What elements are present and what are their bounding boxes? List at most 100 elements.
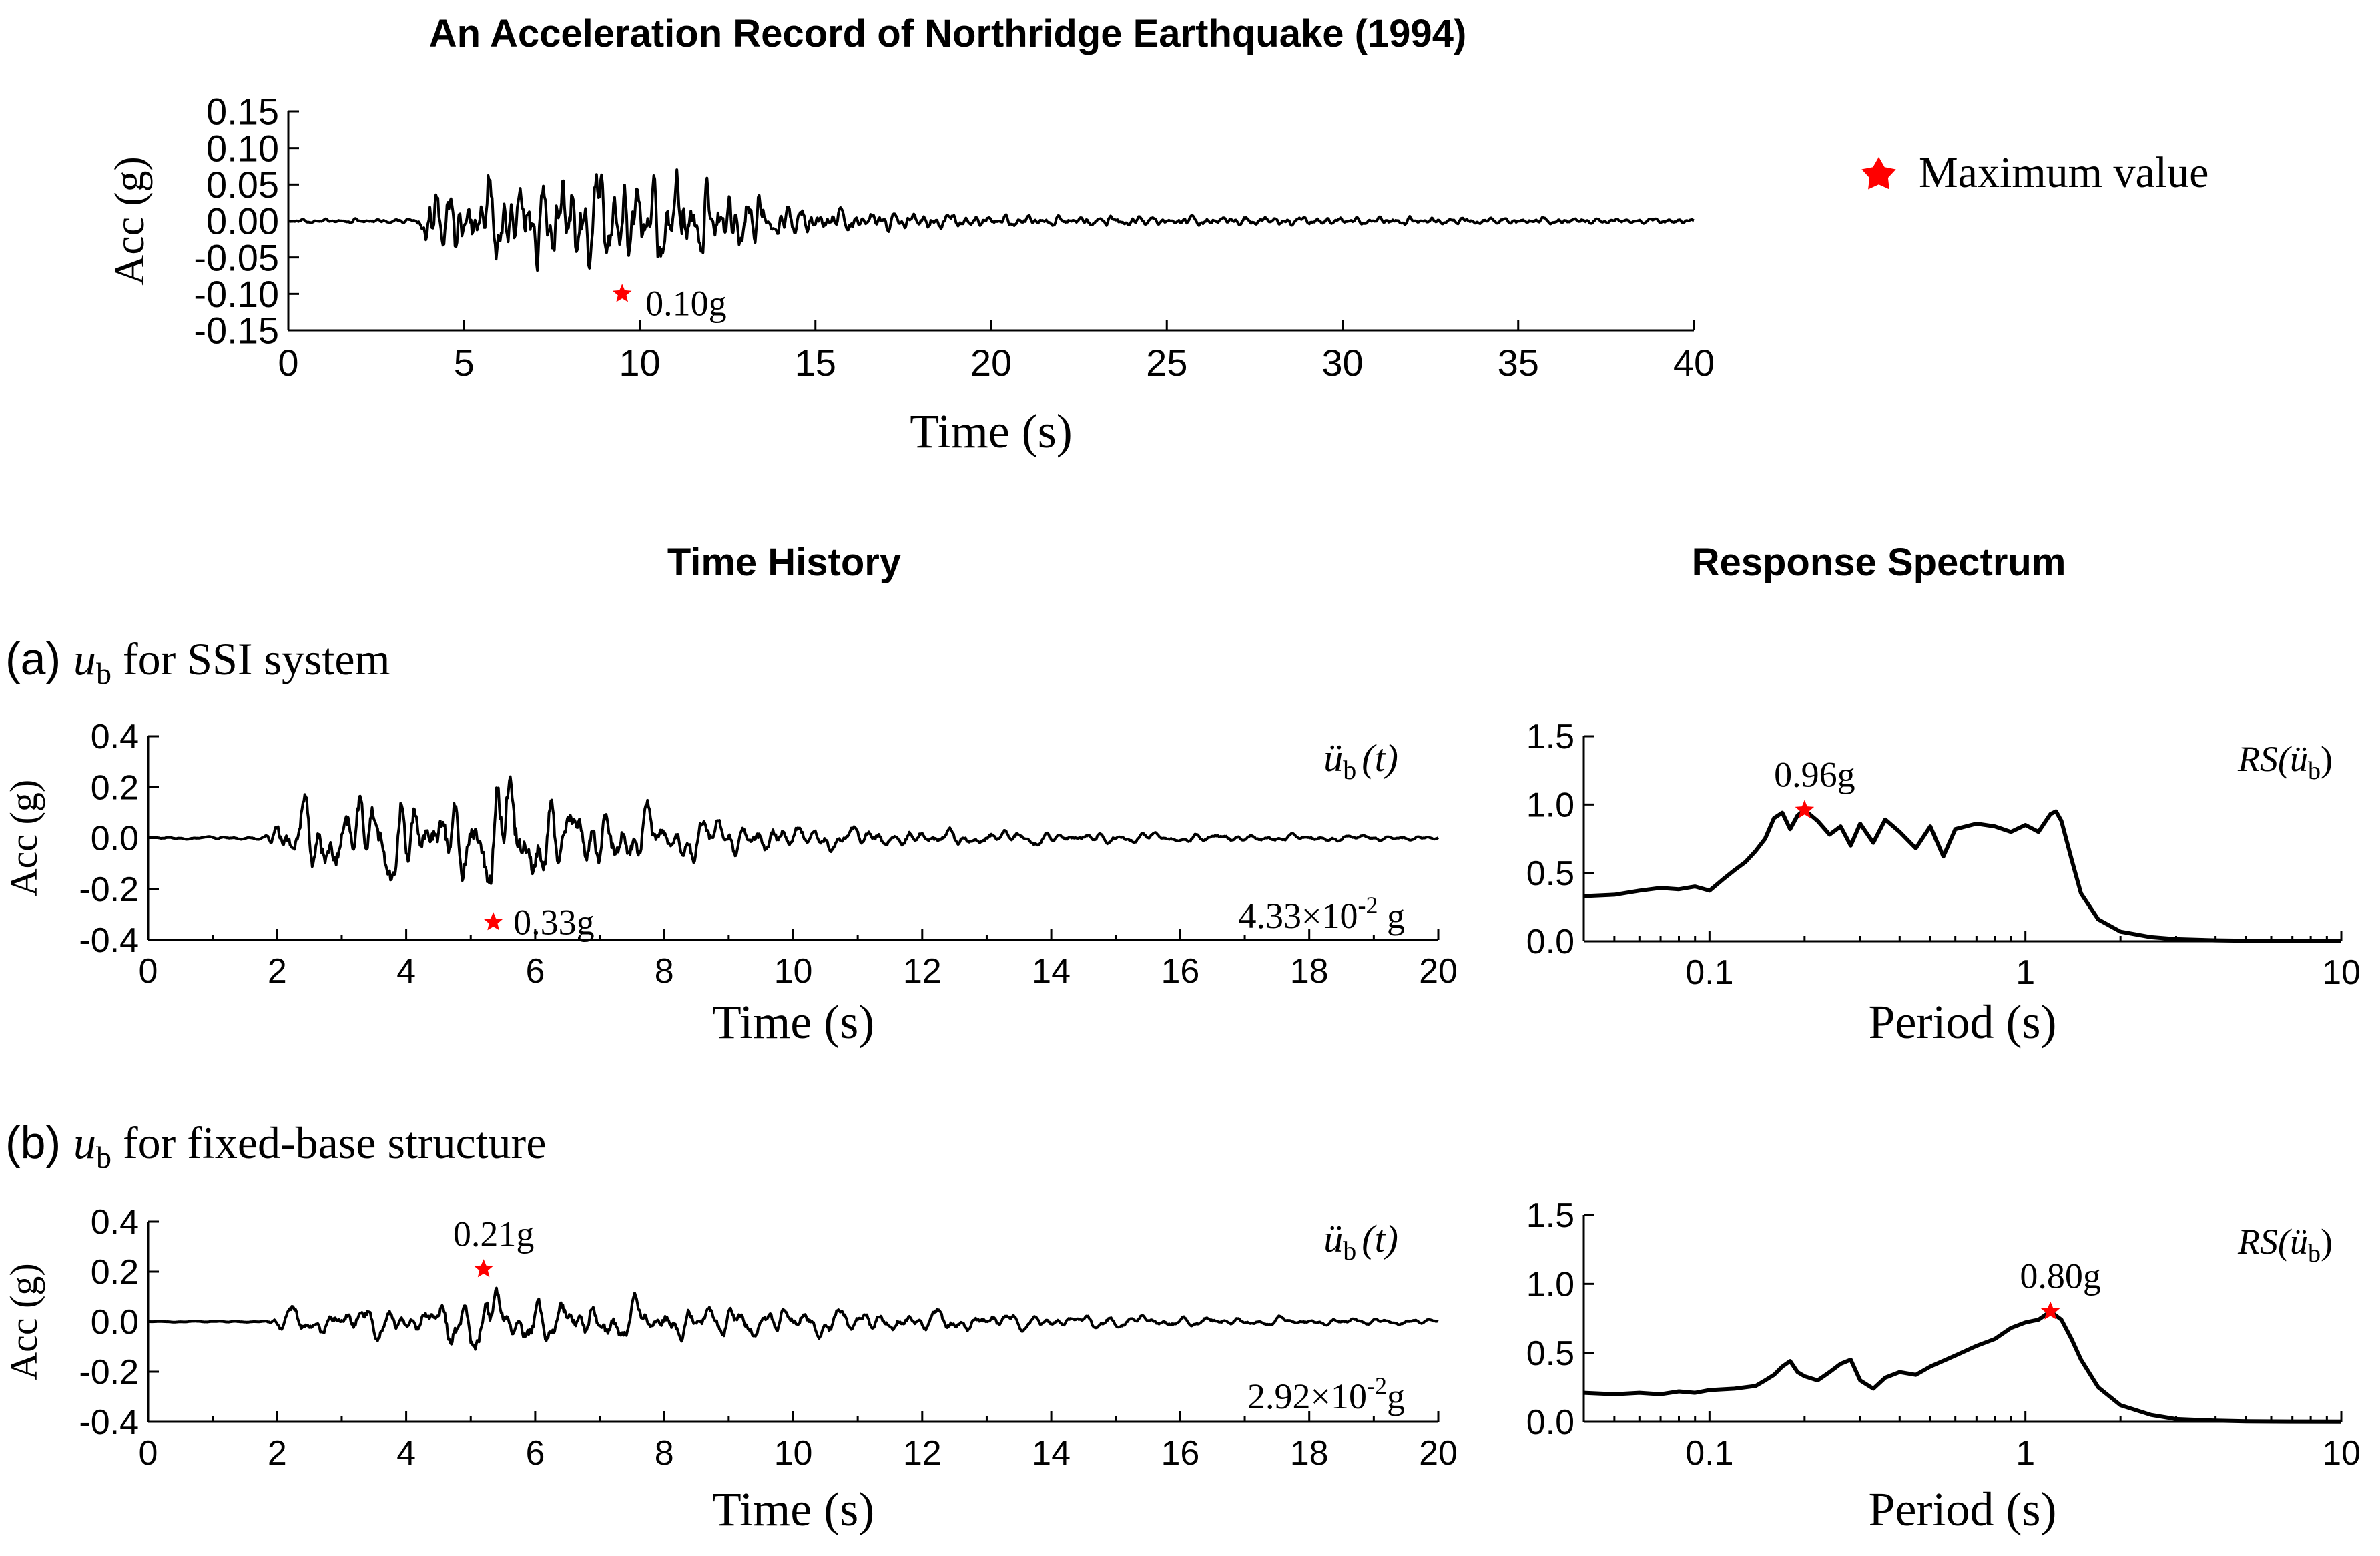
a-time-rms-label: 4.33×10-2 g — [1239, 892, 1405, 936]
top-xtick-label: 25 — [1146, 342, 1187, 384]
b_time-xtick-label: 8 — [655, 1434, 674, 1473]
a_time-x-axis-label: Time (s) — [712, 995, 874, 1049]
top-ytick-label: 0.05 — [206, 164, 279, 206]
b_time-xtick-label: 14 — [1032, 1434, 1071, 1473]
a_time-max-point-star — [483, 912, 503, 931]
b-time-rms-label: 2.92×10-2g — [1247, 1372, 1405, 1416]
top-series-line — [287, 168, 1695, 272]
a_time-xtick-label: 16 — [1161, 952, 1199, 991]
a-spec-series-label: RS(üb) — [2237, 739, 2333, 785]
a_time-ytick-label: -0.4 — [79, 921, 139, 960]
b_time-xtick-label: 18 — [1290, 1434, 1329, 1473]
top-xtick-label: 15 — [795, 342, 836, 384]
a_time-xtick-label: 0 — [139, 952, 158, 991]
top-max-point-star — [612, 284, 632, 302]
b_time-xtick-label: 6 — [525, 1434, 545, 1473]
b_spec-max-point-star — [2040, 1301, 2060, 1320]
b_time-xtick-label: 16 — [1161, 1434, 1199, 1473]
b_spec-max-point-label: 0.80g — [2020, 1256, 2101, 1296]
b_spec-x-axis-label: Period (s) — [1869, 1483, 2057, 1536]
a_time-ytick-label: 0.2 — [91, 768, 139, 807]
b_spec-xtick-label: 0.1 — [1685, 1434, 1733, 1473]
b_spec-xtick-label: 1 — [2016, 1434, 2035, 1473]
a_spec-max-point-label: 0.96g — [1774, 755, 1855, 795]
b_spec-ytick-label: 1.5 — [1526, 1196, 1574, 1235]
b-time-series-label: üb (t) — [1323, 1217, 1398, 1266]
b_time-x-axis-label: Time (s) — [712, 1483, 874, 1536]
a_time-xtick-label: 8 — [655, 952, 674, 991]
b_time-ytick-label: -0.4 — [79, 1403, 139, 1442]
row-label-a: (a) ub for SSI system — [5, 633, 390, 690]
a_time-xtick-label: 6 — [525, 952, 545, 991]
a_time-y-axis-label: Acc (g) — [2, 780, 45, 897]
b-spec-series-label: RS(üb) — [2237, 1222, 2333, 1268]
a-time-series-label: üb (t) — [1323, 736, 1398, 785]
chart-b-response-spectrum: RS(üb) 0.1 1 10 1.5 1.0 0.5 0.0 Period (s) 0.80g — [1526, 1196, 2361, 1536]
legend-label: Maximum value — [1919, 148, 2208, 197]
a_spec-series-line — [1583, 808, 2342, 943]
b_spec-series-line — [1583, 1309, 2342, 1424]
top-xtick-label: 40 — [1673, 342, 1715, 384]
b_time-ytick-label: -0.2 — [79, 1353, 139, 1392]
a_time-xtick-label: 14 — [1032, 952, 1071, 991]
a_time-xtick-label: 12 — [903, 952, 942, 991]
b_time-ytick-label: 0.2 — [91, 1253, 139, 1292]
chart-a-response-spectrum: RS(üb) 0.1 1 10 1.5 1.0 0.5 0.0 Period (s) 0.96g — [1526, 718, 2361, 1049]
b_time-xtick-label: 12 — [903, 1434, 942, 1473]
b_time-series-line — [147, 1286, 1439, 1351]
b_time-xtick-label: 4 — [396, 1434, 416, 1473]
a_time-ytick-label: 0.0 — [91, 820, 139, 858]
a_time-ytick-label: 0.4 — [91, 718, 139, 756]
a_spec-max-point-star — [1795, 800, 1815, 818]
a_spec-xtick-label: 1 — [2016, 953, 2035, 992]
legend: Maximum value — [1861, 148, 2208, 197]
a_time-xtick-label: 10 — [774, 952, 813, 991]
b_time-xtick-label: 0 — [139, 1434, 158, 1473]
top-ytick-label: -0.05 — [194, 236, 279, 278]
main-title: An Acceleration Record of Northridge Ear… — [429, 12, 1467, 55]
top-ytick-label: 0.10 — [206, 127, 279, 169]
b_spec-ytick-label: 0.5 — [1526, 1334, 1574, 1373]
a_time-xtick-label: 20 — [1419, 952, 1458, 991]
top-xtick-label: 0 — [278, 342, 298, 384]
legend-star-icon — [1861, 157, 1896, 190]
top-ytick-label: -0.15 — [194, 310, 279, 352]
b_time-xtick-label: 2 — [268, 1434, 287, 1473]
top-ytick-label: 0.15 — [206, 91, 279, 133]
a_time-xtick-label: 4 — [396, 952, 416, 991]
top-y-axis-label: Acc (g) — [105, 156, 153, 286]
b_time-ytick-label: 0.0 — [91, 1303, 139, 1342]
b_time-max-point-star — [474, 1259, 493, 1278]
b_spec-xtick-label: 10 — [2322, 1434, 2361, 1473]
chart-top-acceleration-record: 0 5 10 15 20 25 30 35 400.150.100.050.00-0.05-0.… — [105, 91, 1715, 458]
top-xtick-label: 30 — [1321, 342, 1363, 384]
top-xtick-label: 5 — [454, 342, 475, 384]
b_time-xtick-label: 20 — [1419, 1434, 1458, 1473]
top-xtick-label: 10 — [619, 342, 660, 384]
a_spec-xtick-label: 0.1 — [1685, 953, 1733, 992]
top-max-point-label: 0.10g — [645, 283, 727, 323]
chart-b-time-history: üb (t) 2.92×10-2g 0 2 4 6 8 10 12 14 16 18 20 0.4 0.2… — [2, 1203, 1458, 1536]
a_spec-ytick-label: 0.0 — [1526, 923, 1574, 961]
a_time-ytick-label: -0.2 — [79, 870, 139, 909]
b_time-max-point-label: 0.21g — [453, 1214, 535, 1254]
chart-a-time-history: üb (t) 4.33×10-2 g 0 2 4 6 8 10 12 14 16 18 20 0.4 0.… — [2, 718, 1458, 1049]
a_spec-x-axis-label: Period (s) — [1869, 995, 2057, 1049]
top-xtick-label: 35 — [1498, 342, 1539, 384]
b_spec-ytick-label: 1.0 — [1526, 1266, 1574, 1304]
top-ytick-label: -0.10 — [194, 273, 279, 315]
a_spec-ytick-label: 0.5 — [1526, 854, 1574, 893]
a_time-xtick-label: 18 — [1290, 952, 1329, 991]
b_spec-ytick-label: 0.0 — [1526, 1403, 1574, 1442]
top-ytick-label: 0.00 — [206, 200, 279, 242]
b_time-xtick-label: 10 — [774, 1434, 813, 1473]
b_time-y-axis-label: Acc (g) — [2, 1263, 45, 1380]
row-label-b: (b) ub for fixed-base structure — [5, 1117, 546, 1174]
top-x-axis-label: Time (s) — [910, 405, 1072, 458]
a_time-xtick-label: 2 — [268, 952, 287, 991]
a_time-max-point-label: 0.33g — [513, 902, 595, 942]
time-history-title: Time History — [667, 541, 901, 584]
a_spec-ytick-label: 1.5 — [1526, 718, 1574, 756]
a_time-series-line — [147, 775, 1439, 885]
